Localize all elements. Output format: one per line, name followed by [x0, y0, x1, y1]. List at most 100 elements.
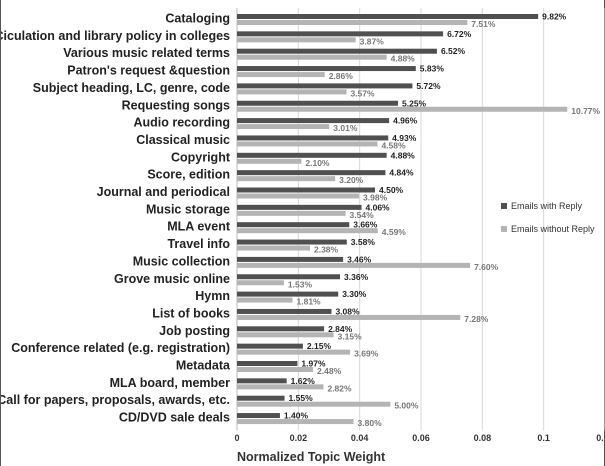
legend-swatch-noreply [501, 226, 507, 232]
category-label: Cataloging [165, 12, 230, 26]
data-label-noreply: 1.81% [297, 297, 322, 307]
bar-with-reply [237, 222, 350, 228]
category-label: Travel info [167, 237, 230, 251]
category-label: Call for papers, proposals, awards, etc. [1, 393, 230, 407]
bar-without-reply [237, 54, 387, 60]
bar-without-reply [237, 124, 330, 130]
category-label: MLA board, member [110, 376, 231, 390]
data-label-reply: 3.08% [335, 306, 360, 316]
data-label-reply: 2.84% [328, 324, 353, 334]
bar-with-reply [237, 274, 341, 280]
category-label: Music storage [146, 202, 230, 216]
data-label-reply: 4.06% [366, 202, 391, 212]
data-label-noreply: 3.54% [350, 210, 375, 220]
legend-swatch-reply [501, 203, 507, 209]
bar-with-reply [237, 378, 287, 384]
bar-with-reply [237, 135, 389, 141]
bar-with-reply [237, 187, 375, 193]
x-tick-label: 0 [234, 433, 239, 443]
category-label: CD/DVD sale deals [119, 411, 230, 425]
data-label-noreply: 3.15% [338, 331, 363, 341]
data-label-noreply: 3.98% [363, 193, 388, 203]
category-label: Ciculation and library policy in college… [1, 29, 230, 43]
bar-with-reply [237, 48, 437, 54]
category-label: Hymn [195, 289, 230, 303]
legend-label-noreply: Emails without Reply [511, 224, 595, 234]
x-tick-label: 0.04 [351, 433, 369, 443]
data-label-noreply: 4.88% [391, 54, 416, 64]
bar-without-reply [237, 349, 351, 355]
bar-without-reply [237, 89, 347, 95]
category-labels: Cataloging Ciculation and library policy … [1, 12, 231, 425]
data-label-reply: 1.40% [284, 411, 309, 421]
category-label: Copyright [171, 150, 231, 164]
data-label-noreply: 4.58% [381, 140, 406, 150]
data-label-reply: 2.15% [307, 341, 332, 351]
bar-without-reply [237, 72, 325, 78]
bar-without-reply [237, 332, 334, 338]
x-tick-label: 0.12 [596, 433, 605, 443]
bar-with-reply [237, 413, 280, 419]
data-label-reply: 4.50% [379, 185, 404, 195]
data-label-reply: 3.30% [342, 289, 367, 299]
data-label-reply: 1.55% [289, 393, 314, 403]
bar-without-reply [237, 106, 568, 112]
data-label-noreply: 2.48% [317, 366, 342, 376]
data-label-noreply: 3.69% [354, 349, 379, 359]
category-label: Metadata [176, 359, 231, 373]
bar-without-reply [237, 37, 356, 43]
bar-without-reply [237, 314, 461, 320]
category-label: Music collection [133, 254, 230, 268]
data-label-noreply: 4.59% [382, 227, 407, 237]
bar-without-reply [237, 384, 324, 390]
bar-with-reply [237, 152, 387, 158]
data-label-reply: 5.72% [416, 81, 441, 91]
data-label-noreply: 7.51% [471, 19, 496, 29]
category-label: Patron's request &question [67, 64, 230, 78]
category-label: Audio recording [133, 116, 230, 130]
data-label-reply: 5.83% [420, 64, 445, 74]
bar-without-reply [237, 280, 284, 286]
data-label-reply: 1.97% [301, 359, 326, 369]
bar-without-reply [237, 20, 468, 25]
data-label-reply: 4.96% [393, 116, 418, 126]
bar-without-reply [237, 141, 378, 147]
bar-with-reply [237, 326, 325, 332]
category-label: Score, edition [147, 168, 230, 182]
data-labels: 9.82% 7.51%6.72% 3.87% 6.52% 4.88% 5.83% 2.86%… [284, 12, 601, 429]
data-label-reply: 4.84% [389, 168, 414, 178]
data-label-reply: 6.52% [441, 46, 466, 56]
bar-with-reply [237, 100, 398, 106]
bar-with-reply [237, 204, 362, 210]
bar-with-reply [237, 395, 285, 401]
data-label-noreply: 3.20% [339, 175, 364, 185]
bar-without-reply [237, 401, 391, 407]
x-axis-title: Normalized Topic Weight [237, 450, 386, 464]
x-tick-label: 0.1 [537, 433, 550, 443]
data-label-noreply: 2.86% [329, 71, 354, 81]
category-label: Requesting songs [122, 98, 230, 112]
x-tick-label: 0.02 [290, 433, 308, 443]
bar-with-reply [237, 14, 539, 19]
category-label: Grove music online [114, 272, 230, 286]
grid-lines [236, 8, 605, 431]
data-label-reply: 3.58% [351, 237, 376, 247]
category-label: Subject heading, LC, genre, code [33, 81, 230, 95]
data-label-reply: 1.62% [291, 376, 316, 386]
x-tick-labels: 0 0.02 0.04 0.06 0.08 0.1 0.12 [234, 433, 605, 443]
x-tick-label: 0.06 [412, 433, 430, 443]
data-label-reply: 9.82% [542, 12, 567, 22]
category-label: List of books [152, 306, 230, 320]
category-label: Journal and periodical [97, 185, 230, 199]
data-label-noreply: 2.82% [327, 383, 352, 393]
category-label: Job posting [159, 324, 230, 338]
bar-with-reply [237, 31, 444, 37]
bar-with-reply [237, 66, 416, 72]
bar-with-reply [237, 291, 339, 297]
data-label-reply: 6.72% [447, 29, 472, 39]
bar-with-reply [237, 308, 332, 314]
bar-with-reply [237, 239, 347, 245]
data-label-noreply: 7.28% [464, 314, 489, 324]
data-label-noreply: 5.00% [394, 401, 419, 411]
